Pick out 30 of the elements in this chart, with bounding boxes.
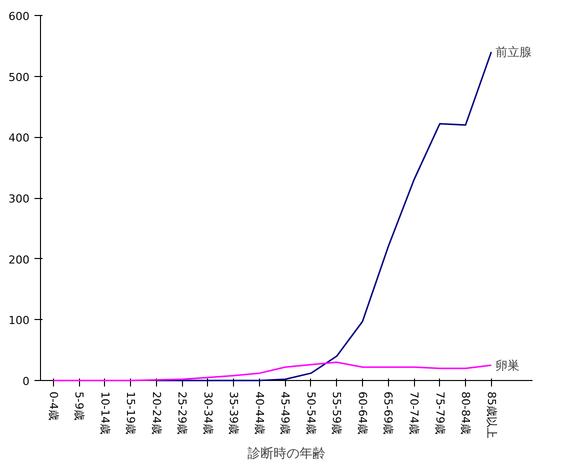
x-tick-label: 50-54歳 bbox=[304, 392, 318, 434]
x-tick-label: 85歳以上 bbox=[484, 392, 498, 438]
line-series bbox=[156, 51, 492, 382]
x-tick-label: 40-44歳 bbox=[252, 392, 266, 434]
y-tick-label: 300 bbox=[8, 192, 30, 206]
y-tick-label: 600 bbox=[8, 10, 30, 23]
y-tick-label: 0 bbox=[22, 375, 30, 388]
x-tick-label: 25-29歳 bbox=[176, 392, 189, 434]
x-tick-label: 5-9歳 bbox=[72, 392, 86, 420]
y-tick-label: 200 bbox=[8, 253, 30, 266]
x-tick-label: 45-49歳 bbox=[278, 392, 292, 434]
y-tick-label: 500 bbox=[8, 70, 30, 84]
x-tick-label: 30-34歳 bbox=[201, 392, 214, 434]
x-tick-label: 80-84歳 bbox=[459, 392, 472, 434]
y-tick-label: 100 bbox=[8, 314, 30, 328]
x-tick-label: 60-64歳 bbox=[356, 392, 369, 434]
x-tick-label: 70-74歳 bbox=[408, 392, 421, 434]
series-label: 卵巣 bbox=[495, 358, 520, 372]
x-tick-label: 55-59歳 bbox=[330, 392, 344, 434]
x-tick-label: 65-69歳 bbox=[382, 392, 395, 434]
series-label: 前立腺 bbox=[495, 45, 532, 59]
y-tick-label: 400 bbox=[8, 132, 30, 145]
x-tick-label: 10-14歳 bbox=[98, 392, 112, 434]
x-tick-label: 15-19歳 bbox=[124, 392, 138, 434]
line-series bbox=[52, 362, 492, 382]
x-tick-label: 75-79歳 bbox=[433, 392, 446, 434]
x-tick-label: 0-4歳 bbox=[46, 392, 60, 420]
x-axis-title: 診断時の年齢 bbox=[248, 446, 326, 462]
x-tick-label: 35-39歳 bbox=[227, 392, 240, 434]
x-tick-label: 20-24歳 bbox=[150, 392, 163, 434]
